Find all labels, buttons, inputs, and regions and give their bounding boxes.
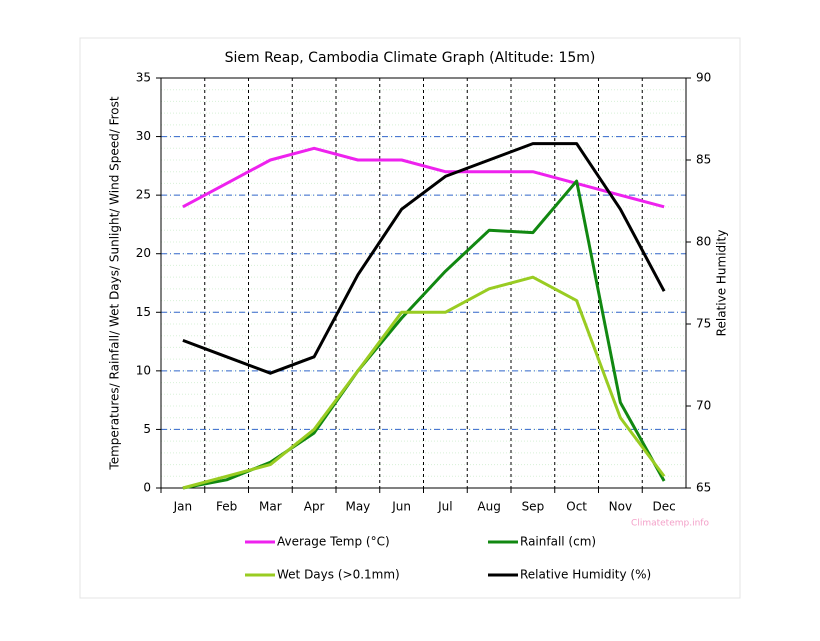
y2-tick-label: 90	[696, 71, 711, 85]
y-tick-label: 20	[136, 246, 151, 260]
watermark: Climatetemp.info	[631, 519, 709, 529]
legend-label: Rainfall (cm)	[520, 535, 596, 549]
y2-tick-label: 80	[696, 235, 711, 249]
legend-label: Wet Days (>0.1mm)	[277, 568, 400, 582]
x-tick-label: Jul	[437, 500, 452, 514]
series-line	[182, 275, 666, 490]
x-tick-label: Jan	[173, 500, 193, 514]
y2-tick-label: 85	[696, 153, 711, 167]
x-tick-label: Oct	[566, 500, 587, 514]
x-tick-label: Nov	[609, 500, 632, 514]
x-tick-label: Feb	[216, 500, 237, 514]
x-tick-label: Jun	[391, 500, 411, 514]
y2-tick-label: 75	[696, 317, 711, 331]
x-tick-label: Sep	[522, 500, 545, 514]
series-line	[182, 142, 666, 375]
chart-title: Siem Reap, Cambodia Climate Graph (Altit…	[225, 50, 596, 66]
legend-label: Relative Humidity (%)	[520, 568, 651, 582]
y-tick-label: 5	[143, 422, 151, 436]
x-tick-label: Aug	[477, 500, 500, 514]
x-tick-label: Mar	[259, 500, 282, 514]
x-tick-label: Apr	[304, 500, 325, 514]
x-tick-label: Dec	[653, 500, 676, 514]
frame	[79, 37, 741, 599]
y2-axis-label: Relative Humidity	[715, 230, 729, 337]
y-tick-label: 30	[136, 129, 151, 143]
y2-tick-label: 65	[696, 481, 711, 495]
y-tick-label: 10	[136, 363, 151, 377]
legend-label: Average Temp (°C)	[277, 535, 390, 549]
y-axis-label: Temperatures/ Rainfall/ Wet Days/ Sunlig…	[108, 96, 122, 470]
y-tick-label: 25	[136, 188, 151, 202]
series-line	[182, 146, 665, 209]
x-tick-label: May	[345, 500, 370, 514]
y-tick-label: 15	[136, 305, 151, 319]
y2-tick-label: 70	[696, 399, 711, 413]
y-tick-label: 35	[136, 71, 151, 85]
y-tick-label: 0	[143, 481, 151, 495]
